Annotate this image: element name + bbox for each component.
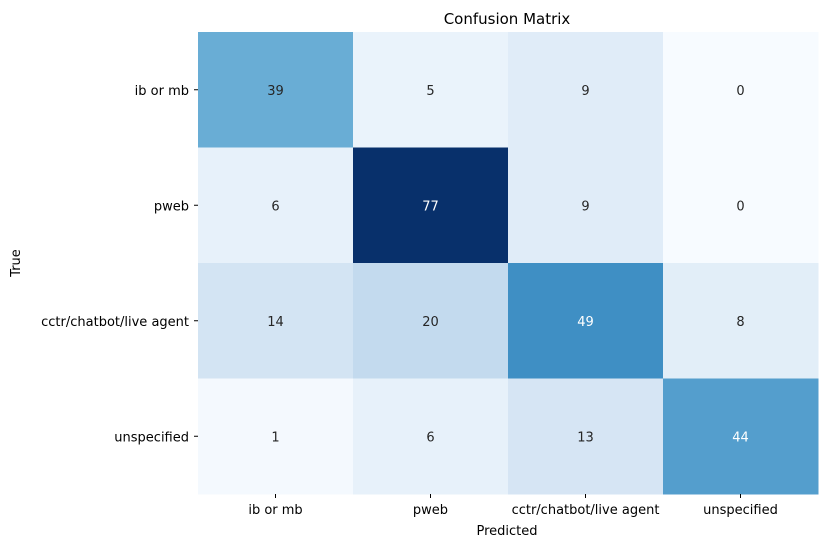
heatmap-cell	[353, 263, 509, 379]
cell-value-label: 14	[267, 315, 284, 330]
heatmap-cell	[663, 147, 819, 264]
y-tick-label: cctr/chatbot/live agent	[41, 315, 189, 330]
cell-value-label: 44	[732, 430, 749, 445]
heatmap-cell	[353, 32, 509, 148]
heatmap-cell	[508, 32, 664, 148]
heatmap-cell	[198, 147, 354, 264]
x-axis-label: Predicted	[476, 524, 537, 539]
y-axis-label: True	[9, 249, 24, 278]
cell-value-label: 6	[271, 199, 279, 214]
heatmap-cell	[663, 263, 819, 379]
y-tick-label: ib or mb	[135, 84, 189, 99]
y-tick-label: unspecified	[114, 430, 189, 445]
cell-value-label: 1	[271, 430, 279, 445]
heatmap-cells: 39 5 9 0 6 77 9 0 14 20 49 8 1 6 13 44	[198, 32, 819, 495]
cell-value-label: 20	[422, 315, 439, 330]
cell-value-label: 39	[267, 84, 284, 99]
heatmap-cell	[353, 147, 509, 264]
heatmap-cell	[198, 32, 354, 148]
cell-value-label: 6	[426, 430, 434, 445]
x-tick-label: pweb	[413, 503, 448, 518]
x-tick-label: ib or mb	[248, 503, 302, 518]
y-axis-ticks: ib or mb pweb cctr/chatbot/live agent unspe…	[41, 84, 198, 445]
x-tick-label: cctr/chatbot/live agent	[512, 503, 660, 518]
x-tick-label: unspecified	[703, 503, 778, 518]
cell-value-label: 0	[736, 84, 744, 99]
cell-value-label: 5	[426, 84, 434, 99]
heatmap-cell	[198, 378, 354, 495]
heatmap-cell	[353, 378, 509, 495]
cell-value-label: 8	[736, 315, 744, 330]
x-axis-ticks: ib or mb pweb cctr/chatbot/live agent unspe…	[248, 494, 778, 518]
y-tick-label: pweb	[154, 199, 189, 214]
heatmap-cell	[198, 263, 354, 379]
heatmap-cell	[663, 32, 819, 148]
heatmap-cell	[663, 378, 819, 495]
cell-value-label: 13	[577, 430, 594, 445]
cell-value-label: 0	[736, 199, 744, 214]
cell-value-label: 9	[581, 199, 589, 214]
heatmap-cell	[508, 378, 664, 495]
heatmap-cell	[508, 263, 664, 379]
heatmap-cell	[508, 147, 664, 264]
cell-value-label: 49	[577, 315, 594, 330]
cell-value-label: 77	[422, 199, 439, 214]
cell-value-label: 9	[581, 84, 589, 99]
chart-title: Confusion Matrix	[444, 10, 571, 28]
